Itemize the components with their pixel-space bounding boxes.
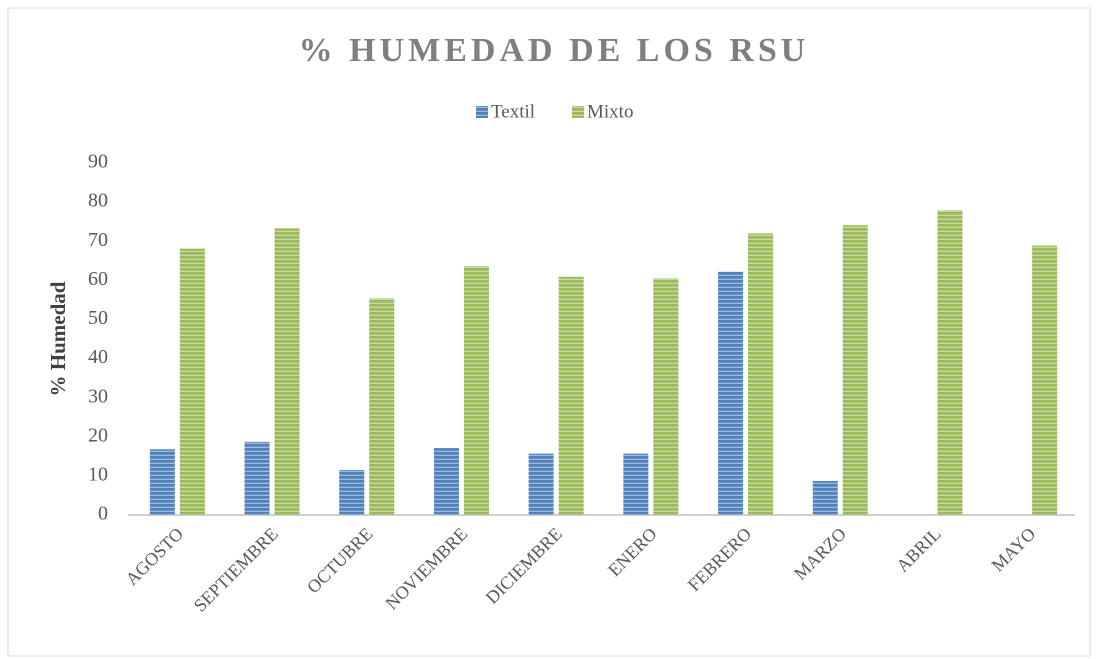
y-axis-label: % Humedad [46,281,70,396]
y-tick-label: 20 [88,424,108,446]
y-tick-label: 40 [88,346,108,368]
y-tick-label: 0 [98,503,108,525]
bar [528,453,554,515]
bar [653,278,679,515]
y-tick-label: 60 [88,268,108,290]
legend-swatch [572,106,584,118]
bar [179,248,205,516]
legend-label: Textil [491,101,535,122]
y-tick-label: 90 [88,151,108,173]
bar [339,470,365,515]
y-tick-label: 10 [88,463,108,485]
y-tick-label: 80 [88,190,108,212]
y-tick-label: 30 [88,385,108,407]
bar [463,266,489,515]
bar [369,298,395,515]
y-tick-label: 50 [88,307,108,329]
bar [623,453,649,515]
legend-label: Mixto [587,101,633,122]
y-tick-label: 70 [88,229,108,251]
bar [149,449,175,515]
bar [937,210,963,515]
bar [748,233,774,515]
bar [718,271,744,515]
bar [842,225,868,516]
bar [812,480,838,515]
bar [244,441,270,515]
bar [433,448,459,515]
bar [558,276,584,515]
chart-frame [7,7,1091,657]
bar [1032,245,1058,515]
chart-title: % HUMEDAD DE LOS RSU [299,32,810,69]
bar [274,228,300,515]
legend-swatch [476,106,488,118]
